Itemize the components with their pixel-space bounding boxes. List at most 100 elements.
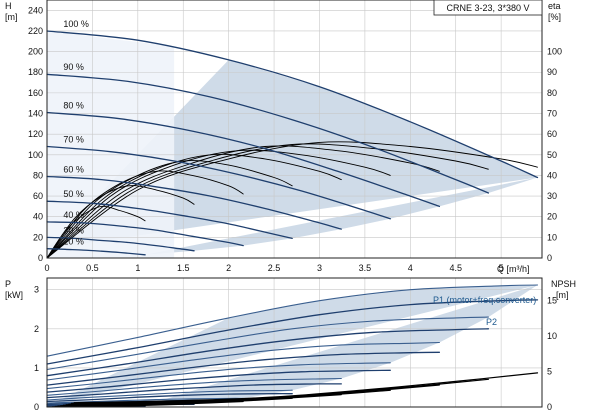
q-tick-label: 2 — [226, 263, 231, 273]
q-tick-label: 0 — [44, 263, 49, 273]
head-curve — [46, 145, 391, 220]
operating-area-power — [47, 285, 538, 407]
head-axis-ticks: 0204060801001201401601802002202400102030… — [28, 5, 562, 273]
p2-series-label: P2 — [486, 317, 497, 327]
head-tick-label: 0 — [38, 253, 43, 263]
head-curves — [46, 30, 539, 256]
power-plot-frame — [46, 277, 543, 408]
head-tick-label: 160 — [28, 88, 43, 98]
eta-tick-label: 0 — [547, 253, 552, 263]
head-tick-label: 80 — [33, 170, 43, 180]
npsh-tick-label: 0 — [547, 402, 552, 412]
npsh-tick-label: 10 — [547, 331, 557, 341]
p1-curve — [46, 362, 391, 390]
head-tick-label: 100 — [28, 150, 43, 160]
p1-curve — [46, 377, 342, 396]
head-tick-label: 200 — [28, 47, 43, 57]
efficiency-curve — [46, 153, 342, 259]
speed-label: 90 % — [63, 62, 84, 72]
q-tick-label: 1.5 — [177, 263, 190, 273]
eta-tick-label: 10 — [547, 232, 557, 242]
eta-tick-label: 50 — [547, 150, 557, 160]
power-axis-ticks: 0 1 2 3 0 5 10 15 — [34, 285, 557, 412]
head-curve — [46, 73, 490, 194]
power-tick-label: 2 — [34, 324, 39, 334]
head-curve — [46, 175, 342, 230]
q-tick-label: 4.5 — [449, 263, 462, 273]
power-tick-label: 3 — [34, 285, 39, 295]
power-tick-label: 1 — [34, 363, 39, 373]
p2-curve — [46, 351, 441, 386]
efficiency-curve — [46, 145, 440, 259]
head-plot-frame — [46, 0, 543, 259]
head-tick-label: 220 — [28, 26, 43, 36]
q-tick-label: 3.5 — [359, 263, 372, 273]
head-tick-label: 140 — [28, 109, 43, 119]
q-axis-label: Q [m³/h] — [497, 264, 530, 274]
eta-axis-unit: [%] — [548, 12, 561, 22]
head-curve — [46, 236, 195, 252]
q-tick-label: 5 — [499, 263, 504, 273]
head-tick-label: 60 — [33, 191, 43, 201]
speed-label: 100 % — [63, 19, 89, 29]
head-curve — [46, 221, 244, 247]
power-operating-area — [47, 285, 538, 407]
head-axis-unit: [m] — [5, 12, 18, 22]
eta-tick-label: 90 — [547, 67, 557, 77]
p2-curve — [46, 299, 539, 365]
speed-label: 30 % — [63, 225, 84, 235]
head-grid — [46, 0, 542, 259]
eta-axis-label: eta — [548, 1, 561, 11]
speed-label: 60 % — [63, 164, 84, 174]
title-box — [433, 0, 543, 16]
q-tick-label: 2.5 — [268, 263, 281, 273]
power-npsh-panel: 0 1 2 3 0 5 10 15 — [34, 277, 557, 412]
speed-label: 50 % — [63, 189, 84, 199]
head-curve — [46, 248, 146, 256]
head-curve — [46, 111, 441, 208]
head-efficiency-panel: 0204060801001201401601802002202400102030… — [28, 0, 562, 273]
p1-curve — [46, 397, 244, 404]
npsh-axis-label: NPSH — [551, 279, 576, 289]
eta-tick-label: 70 — [547, 109, 557, 119]
eta-tick-label: 40 — [547, 170, 557, 180]
head-min-speed-area — [47, 30, 175, 259]
head-tick-label: 40 — [33, 212, 43, 222]
eta-tick-label: 80 — [547, 88, 557, 98]
p2-curve — [46, 369, 391, 393]
q-tick-label: 4 — [408, 263, 413, 273]
head-curve — [46, 200, 293, 240]
q-tick-label: 1 — [135, 263, 140, 273]
power-axis-unit: [kW] — [5, 290, 23, 300]
p2-curve — [46, 393, 293, 403]
speed-labels: 100 % 90 % 80 % 70 % 60 % 50 % 40 % 30 % 20 % — [63, 19, 89, 247]
efficiency-curve — [46, 185, 195, 259]
head-tick-label: 20 — [33, 232, 43, 242]
eta-tick-label: 60 — [547, 129, 557, 139]
p1-series-label: P1 (motor+freq.converter) — [433, 295, 536, 305]
npsh-axis-unit: [m] — [556, 290, 569, 300]
eta-tick-label: 100 — [547, 47, 562, 57]
head-curve — [46, 30, 539, 179]
p1-curve — [46, 389, 293, 401]
head-axis-label: H — [5, 1, 12, 11]
power-axis-label: P — [5, 279, 11, 289]
q-tick-label: 0.5 — [86, 263, 99, 273]
efficiency-curve — [46, 149, 391, 259]
efficiency-curve — [46, 160, 293, 259]
power-tick-label: 0 — [34, 402, 39, 412]
p1-curve — [46, 284, 539, 357]
chart-title: CRNE 3-23, 3*380 V — [446, 3, 529, 13]
speed-label: 40 % — [63, 210, 84, 220]
npsh-curves — [51, 372, 539, 408]
p2-curve — [46, 328, 490, 377]
p2-curve — [46, 383, 342, 399]
head-tick-label: 240 — [28, 5, 43, 15]
speed-label: 70 % — [63, 134, 84, 144]
p1-curve — [46, 316, 489, 371]
p1-curve — [46, 341, 440, 381]
speed-label: 20 % — [63, 237, 84, 247]
head-tick-label: 180 — [28, 67, 43, 77]
eta-tick-label: 20 — [547, 212, 557, 222]
